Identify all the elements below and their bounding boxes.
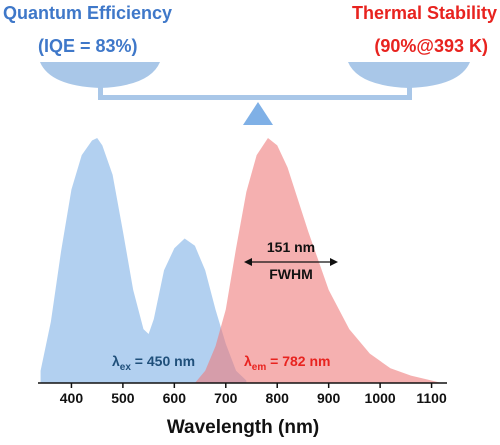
spectrum-area [40, 138, 247, 383]
x-tick-label: 400 [60, 390, 84, 406]
beam [98, 95, 412, 100]
right-pan [348, 62, 470, 88]
left-post [98, 86, 103, 100]
subscript: ex [120, 362, 132, 373]
x-tick-label: 700 [214, 390, 238, 406]
x-tick-label: 600 [163, 390, 187, 406]
balance-scale [40, 62, 470, 125]
lambda: λ [244, 353, 252, 369]
fwhm-arrow [244, 258, 338, 266]
x-tick-label: 1000 [365, 390, 396, 406]
left-title: Quantum Efficiency [3, 3, 172, 23]
right-title: Thermal Stability [352, 3, 497, 23]
emission-label: λem = 782 nm [244, 353, 330, 373]
right-post [407, 86, 412, 100]
x-tick-label: 1100 [416, 390, 447, 406]
x-tick-label: 900 [317, 390, 341, 406]
x-axis-label: Wavelength (nm) [167, 417, 319, 438]
value: = 782 nm [266, 353, 330, 369]
spectrum-area [194, 138, 442, 383]
left-pan [40, 62, 160, 88]
lambda: λ [112, 353, 120, 369]
value: = 450 nm [131, 353, 195, 369]
x-tick-label: 800 [266, 390, 290, 406]
left-subtitle: (IQE = 83%) [38, 36, 138, 56]
x-tick-label: 500 [111, 390, 135, 406]
fwhm-value: 151 nm [267, 239, 315, 255]
subscript: em [252, 362, 267, 373]
plot: 400 500 600 700 800 900 1000 1100 [38, 138, 447, 406]
right-subtitle: (90%@393 K) [374, 36, 488, 56]
fulcrum [243, 102, 273, 125]
fwhm-label: FWHM [269, 266, 313, 282]
excitation-label: λex = 450 nm [112, 353, 195, 373]
